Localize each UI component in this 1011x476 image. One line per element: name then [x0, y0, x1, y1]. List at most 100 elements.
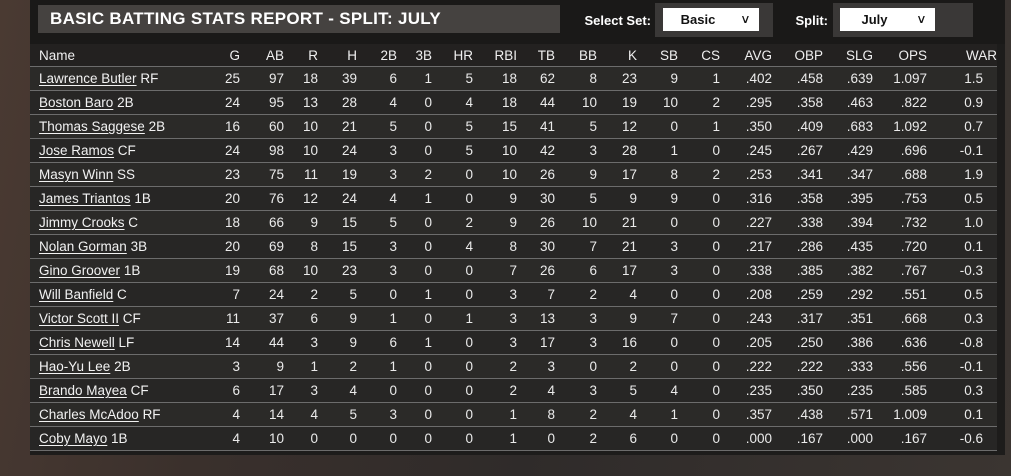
stat-cell-2b: 1 — [357, 354, 397, 378]
stat-cell-3b: 2 — [397, 162, 432, 186]
table-row: Jimmy Crooks C 18 66 9 15 5 0 2 9 26 10 21 0 0.227.33… — [30, 210, 997, 234]
stat-cell-avg: .217 — [720, 234, 772, 258]
stat-cell-avg: .316 — [720, 186, 772, 210]
player-link[interactable]: Charles McAdoo — [39, 407, 139, 422]
stat-cell-r: 2 — [284, 282, 318, 306]
stat-cell-hr: 0 — [432, 378, 473, 402]
player-link[interactable]: Masyn Winn — [39, 167, 114, 182]
stat-cell-hr: 0 — [432, 426, 473, 451]
column-header-ab[interactable]: AB — [240, 44, 284, 66]
column-header-k[interactable]: K — [597, 44, 637, 66]
player-name-cell: Hao-Yu Lee 2B — [30, 354, 208, 378]
stat-cell-ops: .720 — [873, 234, 927, 258]
stat-cell-3b: 0 — [397, 234, 432, 258]
stat-cell-obp: .409 — [772, 114, 823, 138]
stat-cell-g: 20 — [208, 234, 240, 258]
stat-cell-tb: 41 — [517, 114, 555, 138]
stat-cell-g: 16 — [208, 114, 240, 138]
column-header-ops[interactable]: OPS — [873, 44, 927, 66]
stat-cell-rbi: 10 — [473, 138, 517, 162]
column-header-rbi[interactable]: RBI — [473, 44, 517, 66]
stat-cell-avg: .253 — [720, 162, 772, 186]
stat-cell-rbi: 9 — [473, 210, 517, 234]
stat-cell-h: 9 — [318, 306, 357, 330]
stat-cell-war: 0.3 — [927, 306, 997, 330]
stat-cell-hr: 0 — [432, 402, 473, 426]
stat-cell-3b: 1 — [397, 186, 432, 210]
stat-cell-rbi: 9 — [473, 186, 517, 210]
column-header-tb[interactable]: TB — [517, 44, 555, 66]
column-header-bb[interactable]: BB — [555, 44, 597, 66]
stat-cell-g: 25 — [208, 66, 240, 90]
stat-cell-cs: 0 — [678, 210, 720, 234]
stat-cell-h: 15 — [318, 210, 357, 234]
column-header-r[interactable]: R — [284, 44, 318, 66]
stat-cell-3b: 1 — [397, 330, 432, 354]
stat-cell-rbi: 3 — [473, 306, 517, 330]
column-header-cs[interactable]: CS — [678, 44, 720, 66]
stat-cell-k: 9 — [597, 306, 637, 330]
player-link[interactable]: Boston Baro — [39, 95, 114, 110]
stat-cell-hr: 0 — [432, 330, 473, 354]
page-title: BASIC BATTING STATS REPORT - SPLIT: JULY — [38, 5, 560, 33]
player-link[interactable]: Jimmy Crooks — [39, 215, 125, 230]
player-link[interactable]: Victor Scott II — [39, 311, 120, 326]
select-set-dropdown[interactable]: Basic ∨ — [663, 8, 759, 31]
column-header-2b[interactable]: 2B — [357, 44, 397, 66]
stat-cell-3b: 0 — [397, 426, 432, 451]
stat-cell-2b: 3 — [357, 258, 397, 282]
stat-cell-g: 6 — [208, 378, 240, 402]
stat-cell-2b: 1 — [357, 306, 397, 330]
player-link[interactable]: Thomas Saggese — [39, 119, 145, 134]
column-header-3b[interactable]: 3B — [397, 44, 432, 66]
stat-cell-bb: 0 — [555, 354, 597, 378]
split-dropdown[interactable]: July ∨ — [840, 8, 935, 31]
stat-cell-ab: 37 — [240, 306, 284, 330]
stat-cell-cs: 0 — [678, 186, 720, 210]
column-header-war[interactable]: WAR — [927, 44, 997, 66]
player-link[interactable]: Hao-Yu Lee — [39, 359, 111, 374]
batting-stats-table: Name G AB R H 2B 3B HR RBI TB BB K SB CS AVG OBP SLG OPS W… — [30, 44, 997, 451]
stat-cell-r: 9 — [284, 210, 318, 234]
chevron-down-icon[interactable]: ∨ — [740, 12, 751, 26]
player-link[interactable]: Coby Mayo — [39, 431, 108, 446]
stat-cell-2b: 3 — [357, 162, 397, 186]
stat-cell-bb: 8 — [555, 66, 597, 90]
player-position: 1B — [123, 263, 141, 278]
stat-cell-sb: 3 — [637, 234, 678, 258]
stat-cell-obp: .222 — [772, 354, 823, 378]
stat-cell-slg: .394 — [823, 210, 873, 234]
player-name-cell: Jose Ramos CF — [30, 138, 208, 162]
column-header-slg[interactable]: SLG — [823, 44, 873, 66]
stat-cell-hr: 0 — [432, 186, 473, 210]
player-name-cell: Masyn Winn SS — [30, 162, 208, 186]
stat-cell-r: 1 — [284, 354, 318, 378]
player-link[interactable]: Jose Ramos — [39, 143, 115, 158]
chevron-down-icon[interactable]: ∨ — [916, 12, 927, 26]
column-header-obp[interactable]: OBP — [772, 44, 823, 66]
stat-cell-bb: 2 — [555, 282, 597, 306]
column-header-g[interactable]: G — [208, 44, 240, 66]
player-link[interactable]: Lawrence Butler — [39, 71, 137, 86]
column-header-sb[interactable]: SB — [637, 44, 678, 66]
column-header-hr[interactable]: HR — [432, 44, 473, 66]
stat-cell-war: 0.1 — [927, 234, 997, 258]
column-header-name[interactable]: Name — [30, 44, 208, 66]
stat-cell-tb: 26 — [517, 258, 555, 282]
stat-cell-ops: .668 — [873, 306, 927, 330]
column-header-avg[interactable]: AVG — [720, 44, 772, 66]
player-link[interactable]: James Triantos — [39, 191, 131, 206]
stat-cell-sb: 4 — [637, 378, 678, 402]
player-link[interactable]: Chris Newell — [39, 335, 115, 350]
stat-cell-sb: 0 — [637, 330, 678, 354]
stat-cell-sb: 9 — [637, 186, 678, 210]
player-link[interactable]: Will Banfield — [39, 287, 114, 302]
stat-cell-war: 0.5 — [927, 282, 997, 306]
stat-cell-rbi: 7 — [473, 258, 517, 282]
split-value: July — [861, 12, 888, 27]
player-name-cell: Brando Mayea CF — [30, 378, 208, 402]
player-link[interactable]: Gino Groover — [39, 263, 121, 278]
player-link[interactable]: Brando Mayea — [39, 383, 127, 398]
player-link[interactable]: Nolan Gorman — [39, 239, 127, 254]
column-header-h[interactable]: H — [318, 44, 357, 66]
